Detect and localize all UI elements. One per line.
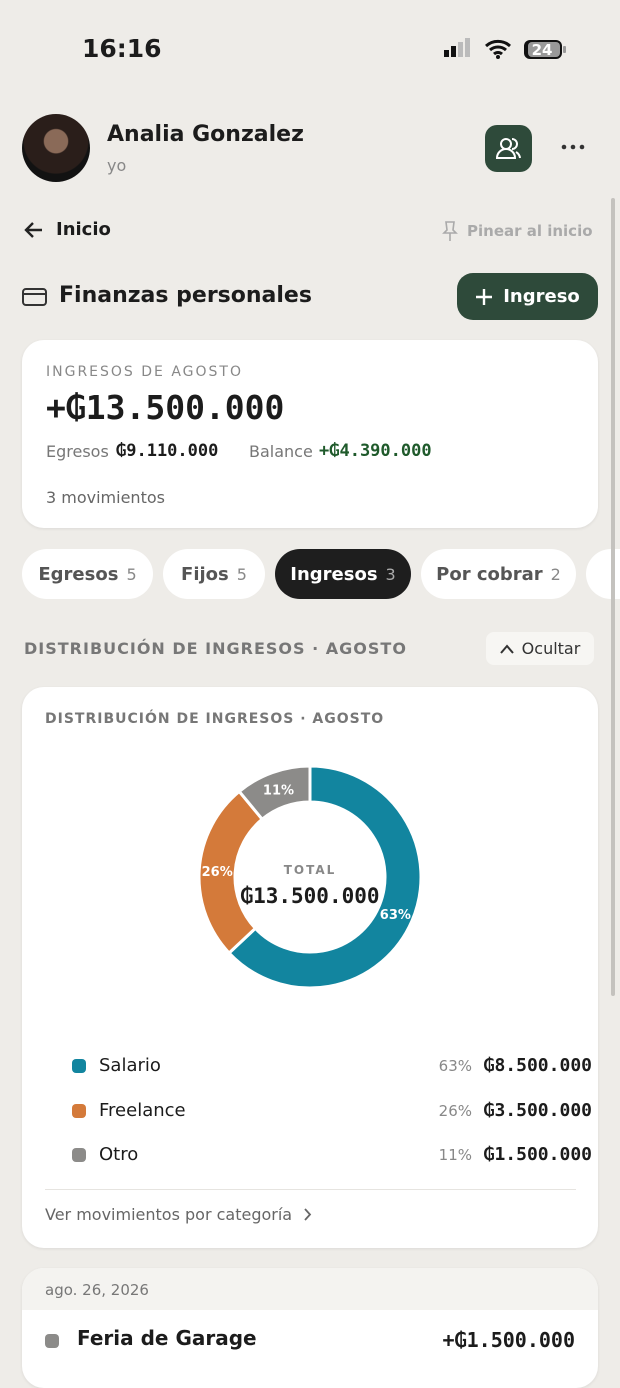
legend-row[interactable]: Otro 11% ₲1.500.000 <box>72 1140 592 1170</box>
tab-label: Ingresos <box>290 563 378 585</box>
balance-label: Balance <box>249 442 313 461</box>
tab-label: Fijos <box>181 563 229 585</box>
toggle-label: Ocultar <box>521 639 581 658</box>
donut-center-label: TOTAL <box>284 863 337 877</box>
donut-slice <box>237 767 312 822</box>
legend-name: Freelance <box>99 1100 186 1121</box>
tab[interactable]: Por cobrar 2 <box>421 549 576 599</box>
donut-slice <box>226 767 420 990</box>
status-icons: 24 <box>444 38 566 59</box>
legend-swatch <box>72 1148 86 1162</box>
section-title: Finanzas personales <box>59 283 312 308</box>
balance-value: +₲4.390.000 <box>319 441 432 461</box>
summary-card: INGRESOS DE AGOSTO +₲13.500.000 Egresos … <box>22 340 598 528</box>
status-time: 16:16 <box>82 34 162 63</box>
tab[interactable]: Egresos 5 <box>22 549 153 599</box>
back-icon[interactable] <box>22 219 46 241</box>
slice-label: 11% <box>263 783 294 798</box>
scrollbar <box>611 198 615 996</box>
profile-subtitle: yo <box>107 156 127 175</box>
slice-label: 26% <box>202 865 233 880</box>
summary-amount: +₲13.500.000 <box>46 388 285 427</box>
expenses-value: ₲9.110.000 <box>116 441 219 461</box>
legend-row[interactable]: Salario 63% ₲8.500.000 <box>72 1051 592 1081</box>
page: Finanzas personales {"status_bar": {"tim… <box>22 34 620 1388</box>
summary-label: INGRESOS DE AGOSTO <box>46 364 243 380</box>
slice-label: 63% <box>380 908 411 923</box>
toggle-button[interactable]: Ocultar <box>486 632 594 665</box>
movements-count: 3 movimientos <box>46 488 165 507</box>
legend-name: Salario <box>99 1055 161 1076</box>
tab-count: 3 <box>385 564 396 584</box>
more-button[interactable] <box>560 140 588 154</box>
chart-title: DISTRIBUCIÓN DE INGRESOS · AGOSTO <box>45 711 385 727</box>
distribution-header: DISTRIBUCIÓN DE INGRESOS · AGOSTO <box>24 639 407 658</box>
legend-swatch <box>72 1059 86 1073</box>
date-header-bg <box>22 1268 598 1310</box>
expenses-label: Egresos <box>46 442 109 461</box>
pin-link[interactable]: Pinear al inicio <box>467 222 593 240</box>
legend-amount: ₲8.500.000 <box>483 1055 592 1076</box>
transaction-swatch <box>45 1334 59 1348</box>
transaction-amount: +₲1.500.000 <box>442 1328 575 1352</box>
donut-chart: 63% 26% 11% TOTAL ₲13.500.000 <box>200 767 420 990</box>
back-link[interactable]: Inicio <box>56 219 111 240</box>
add-income-label: Ingreso <box>503 286 580 307</box>
legend-row[interactable]: Freelance 26% ₲3.500.000 <box>72 1096 592 1126</box>
legend-percent: 11% <box>438 1146 472 1164</box>
tab-count: 5 <box>236 564 247 584</box>
tab-label: Por cobrar <box>436 563 543 585</box>
legend-amount: ₲1.500.000 <box>483 1144 592 1165</box>
donut-center-value: ₲13.500.000 <box>240 884 379 908</box>
category-link[interactable]: Ver movimientos por categoría <box>45 1205 312 1224</box>
battery-level: 24 <box>532 41 553 59</box>
pin-icon <box>442 221 458 241</box>
date-header: ago. 26, 2026 <box>45 1281 149 1299</box>
tab-label: Egresos <box>38 563 119 585</box>
legend-amount: ₲3.500.000 <box>483 1100 592 1121</box>
tab-count: 2 <box>550 564 561 584</box>
tab-count: 5 <box>126 564 137 584</box>
legend-percent: 26% <box>438 1102 472 1120</box>
wallet-icon <box>22 288 47 306</box>
group-button[interactable] <box>485 125 532 172</box>
screen: 16:16 24 Analia Gonzalez yo Inicio Pinea… <box>22 34 620 1388</box>
add-income-button[interactable]: Ingreso <box>457 273 598 320</box>
divider <box>45 1189 576 1190</box>
tab-active[interactable]: Ingresos 3 <box>275 549 411 599</box>
transactions-card: ago. 26, 2026 Feria de Garage +₲1.500.00… <box>22 1268 598 1388</box>
category-link-label: Ver movimientos por categoría <box>45 1205 293 1224</box>
legend-name: Otro <box>99 1144 139 1165</box>
legend-percent: 63% <box>438 1057 472 1075</box>
profile-name: Analia Gonzalez <box>107 122 304 147</box>
avatar[interactable] <box>22 114 90 182</box>
chart-card: DISTRIBUCIÓN DE INGRESOS · AGOSTO 63% 26%… <box>22 687 598 1248</box>
tab[interactable]: Fijos 5 <box>163 549 265 599</box>
legend-swatch <box>72 1104 86 1118</box>
transaction-title[interactable]: Feria de Garage <box>77 1326 257 1350</box>
